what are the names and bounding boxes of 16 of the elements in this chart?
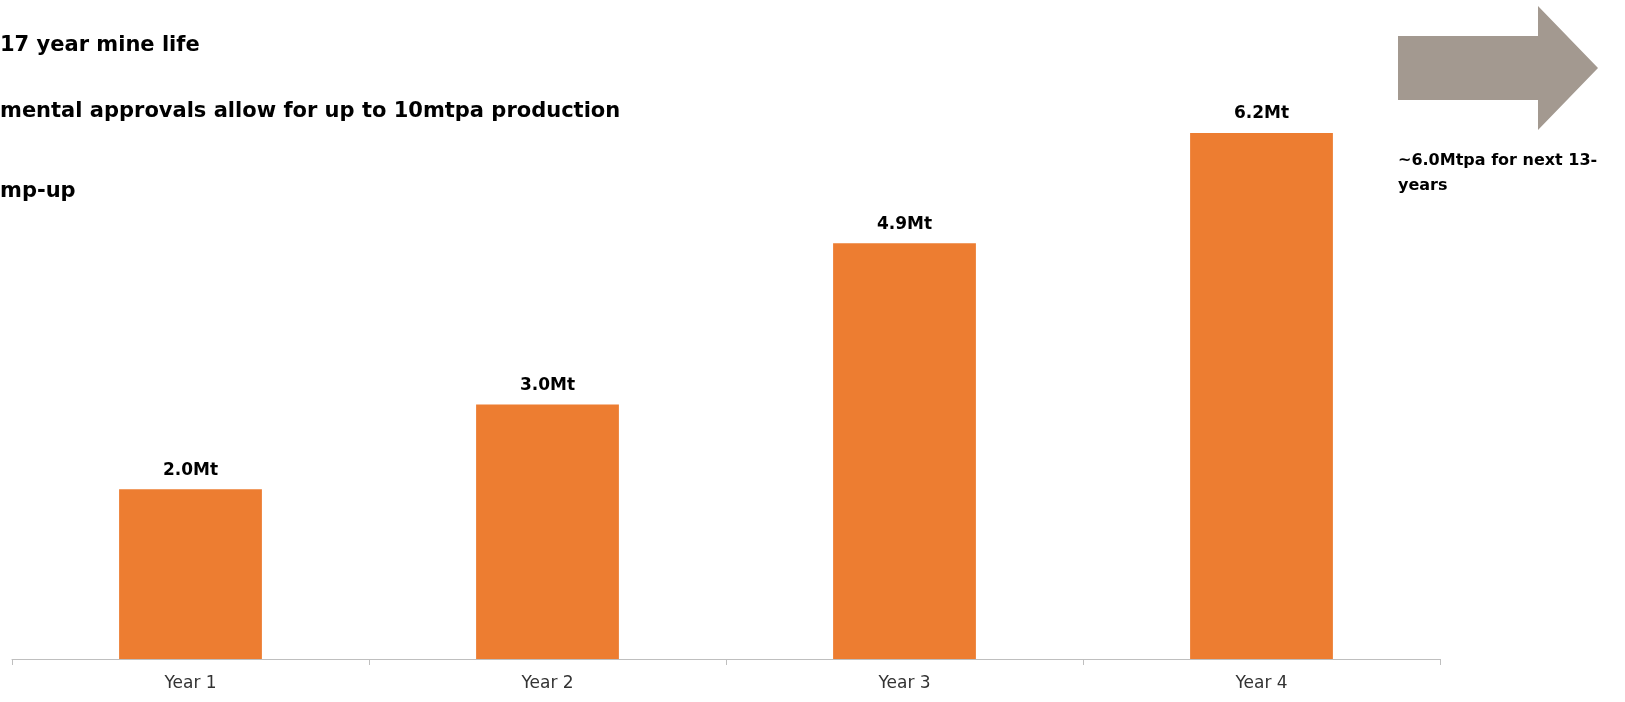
bar <box>119 489 262 659</box>
annotation: mp-up <box>0 178 76 202</box>
bar <box>1190 132 1333 659</box>
data-label: 3.0Mt <box>519 373 576 394</box>
data-label: 4.9Mt <box>876 212 933 233</box>
x-tick-label: Year 1 <box>163 671 217 692</box>
text: mental approvals allow for up to 10mtpa production <box>0 98 621 122</box>
bar <box>476 404 619 659</box>
bar <box>833 243 976 659</box>
annotation: ~6.0Mtpa for next 13-years <box>1398 149 1598 196</box>
x-tick-label: Year 2 <box>520 671 574 692</box>
data-label: 2.0Mt <box>162 458 219 479</box>
text: 17 year mine life <box>0 32 200 56</box>
data-label: 6.2Mt <box>1233 102 1290 123</box>
x-tick-label: Year 3 <box>877 671 931 692</box>
x-tick-label: Year 4 <box>1234 671 1288 692</box>
